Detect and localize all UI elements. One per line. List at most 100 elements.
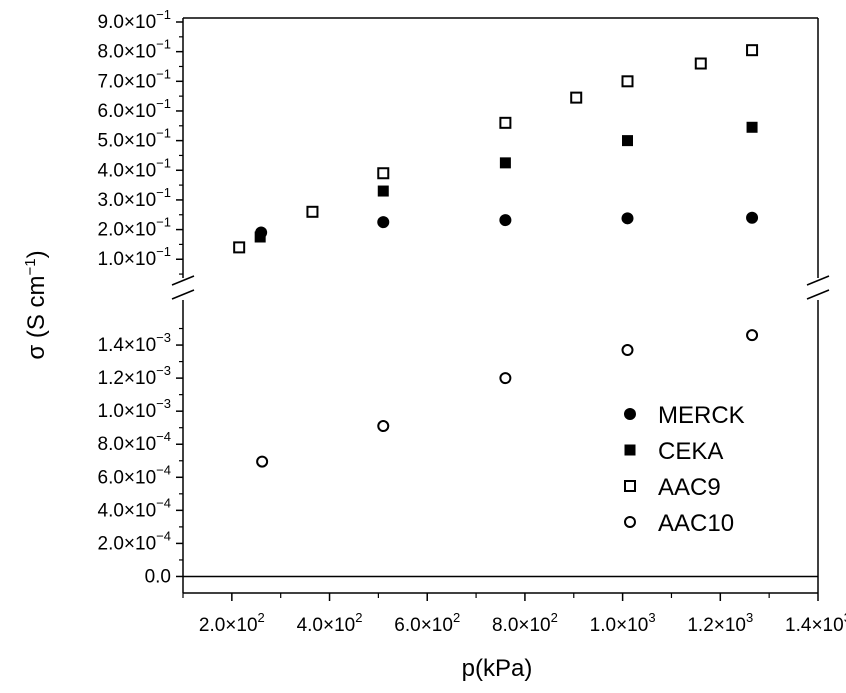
x-axis-title: p(kPa) [462, 655, 533, 682]
y-tick-label-mantissa: 1.4×10 [98, 335, 157, 356]
y-lower-tick-label: 1.0×10−3 [98, 396, 171, 422]
data-point-aac10 [256, 455, 269, 468]
x-tick-label: 2.0×102 [199, 610, 265, 636]
y-tick-label-exponent: −1 [156, 155, 171, 170]
x-axis-ticks: 2.0×102 4.0×102 6.0×102 8.0×102 1.0×103 1.2×1… [182, 593, 846, 636]
y-tick-label-exponent: −1 [156, 215, 171, 230]
data-point-aac9 [570, 91, 583, 104]
x-tick-label-exponent: 3 [648, 610, 655, 625]
x-tick-label-mantissa: 2.0×10 [199, 615, 258, 636]
y-tick-label-exponent: −1 [156, 7, 171, 22]
x-tick-label-exponent: 2 [258, 610, 265, 625]
axis-break-mark-right [806, 275, 830, 286]
legend-marker-aac9 [624, 480, 636, 492]
y-tick-label-mantissa: 1.0×10 [98, 401, 157, 422]
y-tick-label-exponent: −1 [156, 66, 171, 81]
x-tick-label-mantissa: 1.4×10 [785, 615, 844, 636]
x-tick-label: 6.0×102 [394, 610, 460, 636]
legend: MERCK CEKA AAC9 AAC10 [624, 402, 745, 537]
y-upper-tick-label: 8.0×10−1 [98, 37, 171, 63]
x-tick-label: 4.0×102 [297, 610, 363, 636]
y-tick-label-exponent: −3 [156, 396, 171, 411]
x-tick-label: 1.0×103 [590, 610, 656, 636]
axis-break-mark-left [171, 275, 195, 286]
y-tick-label-exponent: −4 [156, 462, 171, 477]
y-tick-label-mantissa: 1.0×10 [98, 249, 157, 270]
data-point-aac9 [233, 241, 246, 254]
y-lower-tick-label: 1.2×10−3 [98, 363, 171, 389]
y-tick-label-exponent: −4 [156, 429, 171, 444]
x-tick-label-exponent: 2 [551, 610, 558, 625]
legend-label-aac9: AAC9 [658, 474, 721, 501]
y-tick-label-mantissa: 8.0×10 [98, 42, 157, 63]
x-tick-label-exponent: 2 [355, 610, 362, 625]
y-tick-label-exponent: −1 [156, 126, 171, 141]
y-tick-label-exponent: −1 [156, 96, 171, 111]
data-point-aac10 [377, 420, 390, 433]
x-tick-label-mantissa: 6.0×10 [394, 615, 453, 636]
data-point-ceka [377, 185, 389, 197]
y-tick-label-mantissa: 4.0×10 [98, 500, 157, 521]
data-point-aac9 [746, 44, 759, 57]
data-point-aac10 [621, 344, 634, 357]
y-tick-label-mantissa: 2.0×10 [98, 533, 157, 554]
y-upper-tick-label: 5.0×10−1 [98, 126, 171, 152]
x-tick-label: 1.4×103 [785, 610, 846, 636]
y-tick-label-mantissa: 3.0×10 [98, 190, 157, 211]
y-tick-label-mantissa: 6.0×10 [98, 101, 157, 122]
y-tick-label-mantissa: 5.0×10 [98, 131, 157, 152]
data-point-aac9 [621, 75, 634, 88]
y-tick-label-mantissa: 8.0×10 [98, 434, 157, 455]
y-tick-label-exponent: −3 [156, 330, 171, 345]
y-tick-label-mantissa: 9.0×10 [98, 12, 157, 33]
y-lower-tick-label: 8.0×10−4 [98, 429, 171, 455]
y-axis-title-main: σ (S cm [23, 275, 50, 359]
legend-marker-aac10 [624, 516, 636, 528]
data-point-ceka [622, 135, 633, 147]
legend-marker-merck [624, 408, 636, 420]
y-axis-title-exponent: −1 [22, 258, 39, 275]
y-upper-tick-label: 3.0×10−1 [98, 185, 171, 211]
y-tick-label-exponent: −1 [156, 37, 171, 52]
data-point-ceka [746, 121, 758, 133]
y-tick-label-mantissa: 1.2×10 [98, 368, 157, 389]
x-tick-label-mantissa: 8.0×10 [492, 615, 551, 636]
data-point-merck [499, 214, 512, 227]
x-tick-label-mantissa: 4.0×10 [297, 615, 356, 636]
y-upper-tick-label: 1.0×10−1 [98, 244, 171, 270]
data-point-aac9 [306, 205, 319, 218]
x-tick-label: 8.0×102 [492, 610, 558, 636]
y-lower-tick-label: 2.0×10−4 [98, 528, 171, 554]
y-upper-tick-label: 4.0×10−1 [98, 155, 171, 181]
y-tick-label-exponent: −4 [156, 528, 171, 543]
y-tick-label-exponent: −3 [156, 363, 171, 378]
data-point-merck [746, 211, 759, 224]
axis-break-mark-left [171, 289, 195, 300]
y-upper-tick-label: 9.0×10−1 [98, 7, 171, 33]
x-tick-label-exponent: 3 [844, 610, 846, 625]
y-lower-tick-label: 0.0 [145, 566, 171, 587]
data-point-ceka [254, 231, 266, 243]
x-tick-label-exponent: 3 [746, 610, 753, 625]
y-lower-tick-label: 6.0×10−4 [98, 462, 171, 488]
legend-label-aac10: AAC10 [658, 510, 734, 537]
y-axis-ticks: 1.0×10−12.0×10−13.0×10−14.0×10−15.0×10−1… [98, 7, 183, 587]
y-tick-label-mantissa: 7.0×10 [98, 71, 157, 92]
data-point-merck [621, 212, 634, 225]
data-point-aac9 [377, 167, 390, 180]
y-axis-title: σ (S cm−1) [22, 250, 50, 359]
y-tick-label-exponent: −1 [156, 185, 171, 200]
data-point-aac9 [694, 57, 707, 70]
y-tick-label-exponent: −4 [156, 495, 171, 510]
y-tick-label-mantissa: 4.0×10 [98, 160, 157, 181]
y-upper-tick-label: 7.0×10−1 [98, 66, 171, 92]
data-point-aac10 [499, 372, 512, 385]
y-tick-label-exponent: −1 [156, 244, 171, 259]
y-upper-tick-label: 6.0×10−1 [98, 96, 171, 122]
legend-marker-ceka [624, 444, 636, 456]
data-point-aac9 [499, 116, 512, 129]
x-tick-label-mantissa: 1.2×10 [687, 615, 746, 636]
plot-frame [171, 17, 830, 594]
y-lower-tick-label: 1.4×10−3 [98, 330, 171, 356]
